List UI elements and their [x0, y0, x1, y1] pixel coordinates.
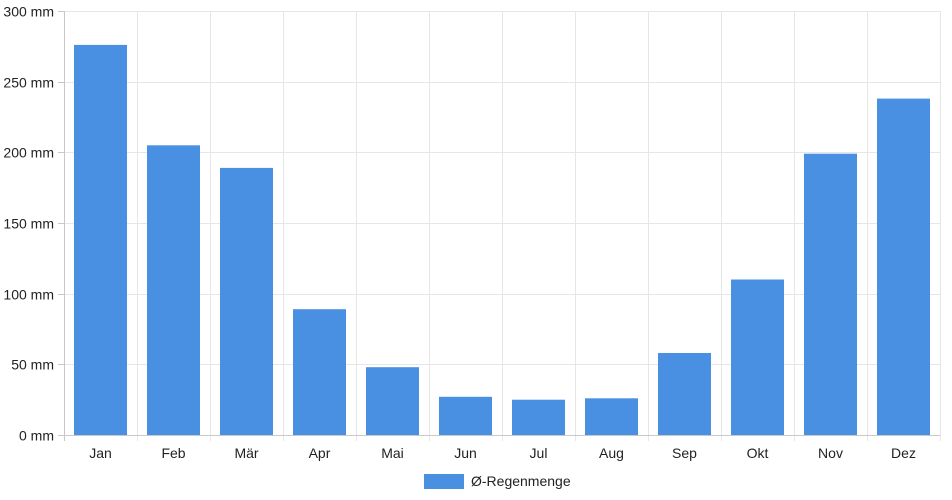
- legend-label[interactable]: Ø-Regenmenge: [471, 473, 571, 489]
- bar-apr[interactable]: [293, 309, 346, 435]
- bar-jul[interactable]: [512, 399, 565, 435]
- legend[interactable]: Ø-Regenmenge: [424, 473, 571, 489]
- bar-feb[interactable]: [147, 145, 200, 436]
- bar-nov[interactable]: [804, 153, 857, 435]
- bar-sep[interactable]: [658, 353, 711, 435]
- axis-layer: 0 mm 50 mm 100 mm 150 mm 200 mm 250 mm 300 mm J…: [3, 4, 940, 461]
- grid-layer: [64, 11, 941, 441]
- bar-mai[interactable]: [366, 367, 419, 435]
- y-tick-label: 150 mm: [3, 216, 54, 232]
- y-tick-label: 100 mm: [3, 287, 54, 303]
- y-tick-label: 200 mm: [3, 145, 54, 161]
- bar-dez[interactable]: [877, 98, 930, 435]
- x-tick-label: Jun: [454, 445, 477, 461]
- x-tick-label: Jan: [89, 445, 112, 461]
- x-tick-label: Feb: [161, 445, 185, 461]
- x-tick-label: Okt: [747, 445, 769, 461]
- legend-swatch[interactable]: [424, 474, 464, 489]
- bar-layer: [74, 44, 930, 436]
- bar-okt[interactable]: [731, 279, 784, 436]
- x-tick-label: Sep: [672, 445, 697, 461]
- x-tick-label: Jul: [530, 445, 548, 461]
- x-tick-label: Dez: [891, 445, 916, 461]
- x-tick-label: Apr: [309, 445, 331, 461]
- y-tick-label: 0 mm: [19, 428, 54, 444]
- y-tick-label: 50 mm: [11, 357, 54, 373]
- bar-jun[interactable]: [439, 396, 492, 435]
- y-tick-label: 300 mm: [3, 4, 54, 20]
- x-tick-label: Mär: [234, 445, 258, 461]
- y-tick-label: 250 mm: [3, 75, 54, 91]
- x-tick-label: Mai: [381, 445, 404, 461]
- bar-aug[interactable]: [585, 398, 638, 435]
- bar-mär[interactable]: [220, 167, 273, 435]
- bar-jan[interactable]: [74, 44, 127, 436]
- x-tick-label: Nov: [818, 445, 843, 461]
- x-tick-label: Aug: [599, 445, 624, 461]
